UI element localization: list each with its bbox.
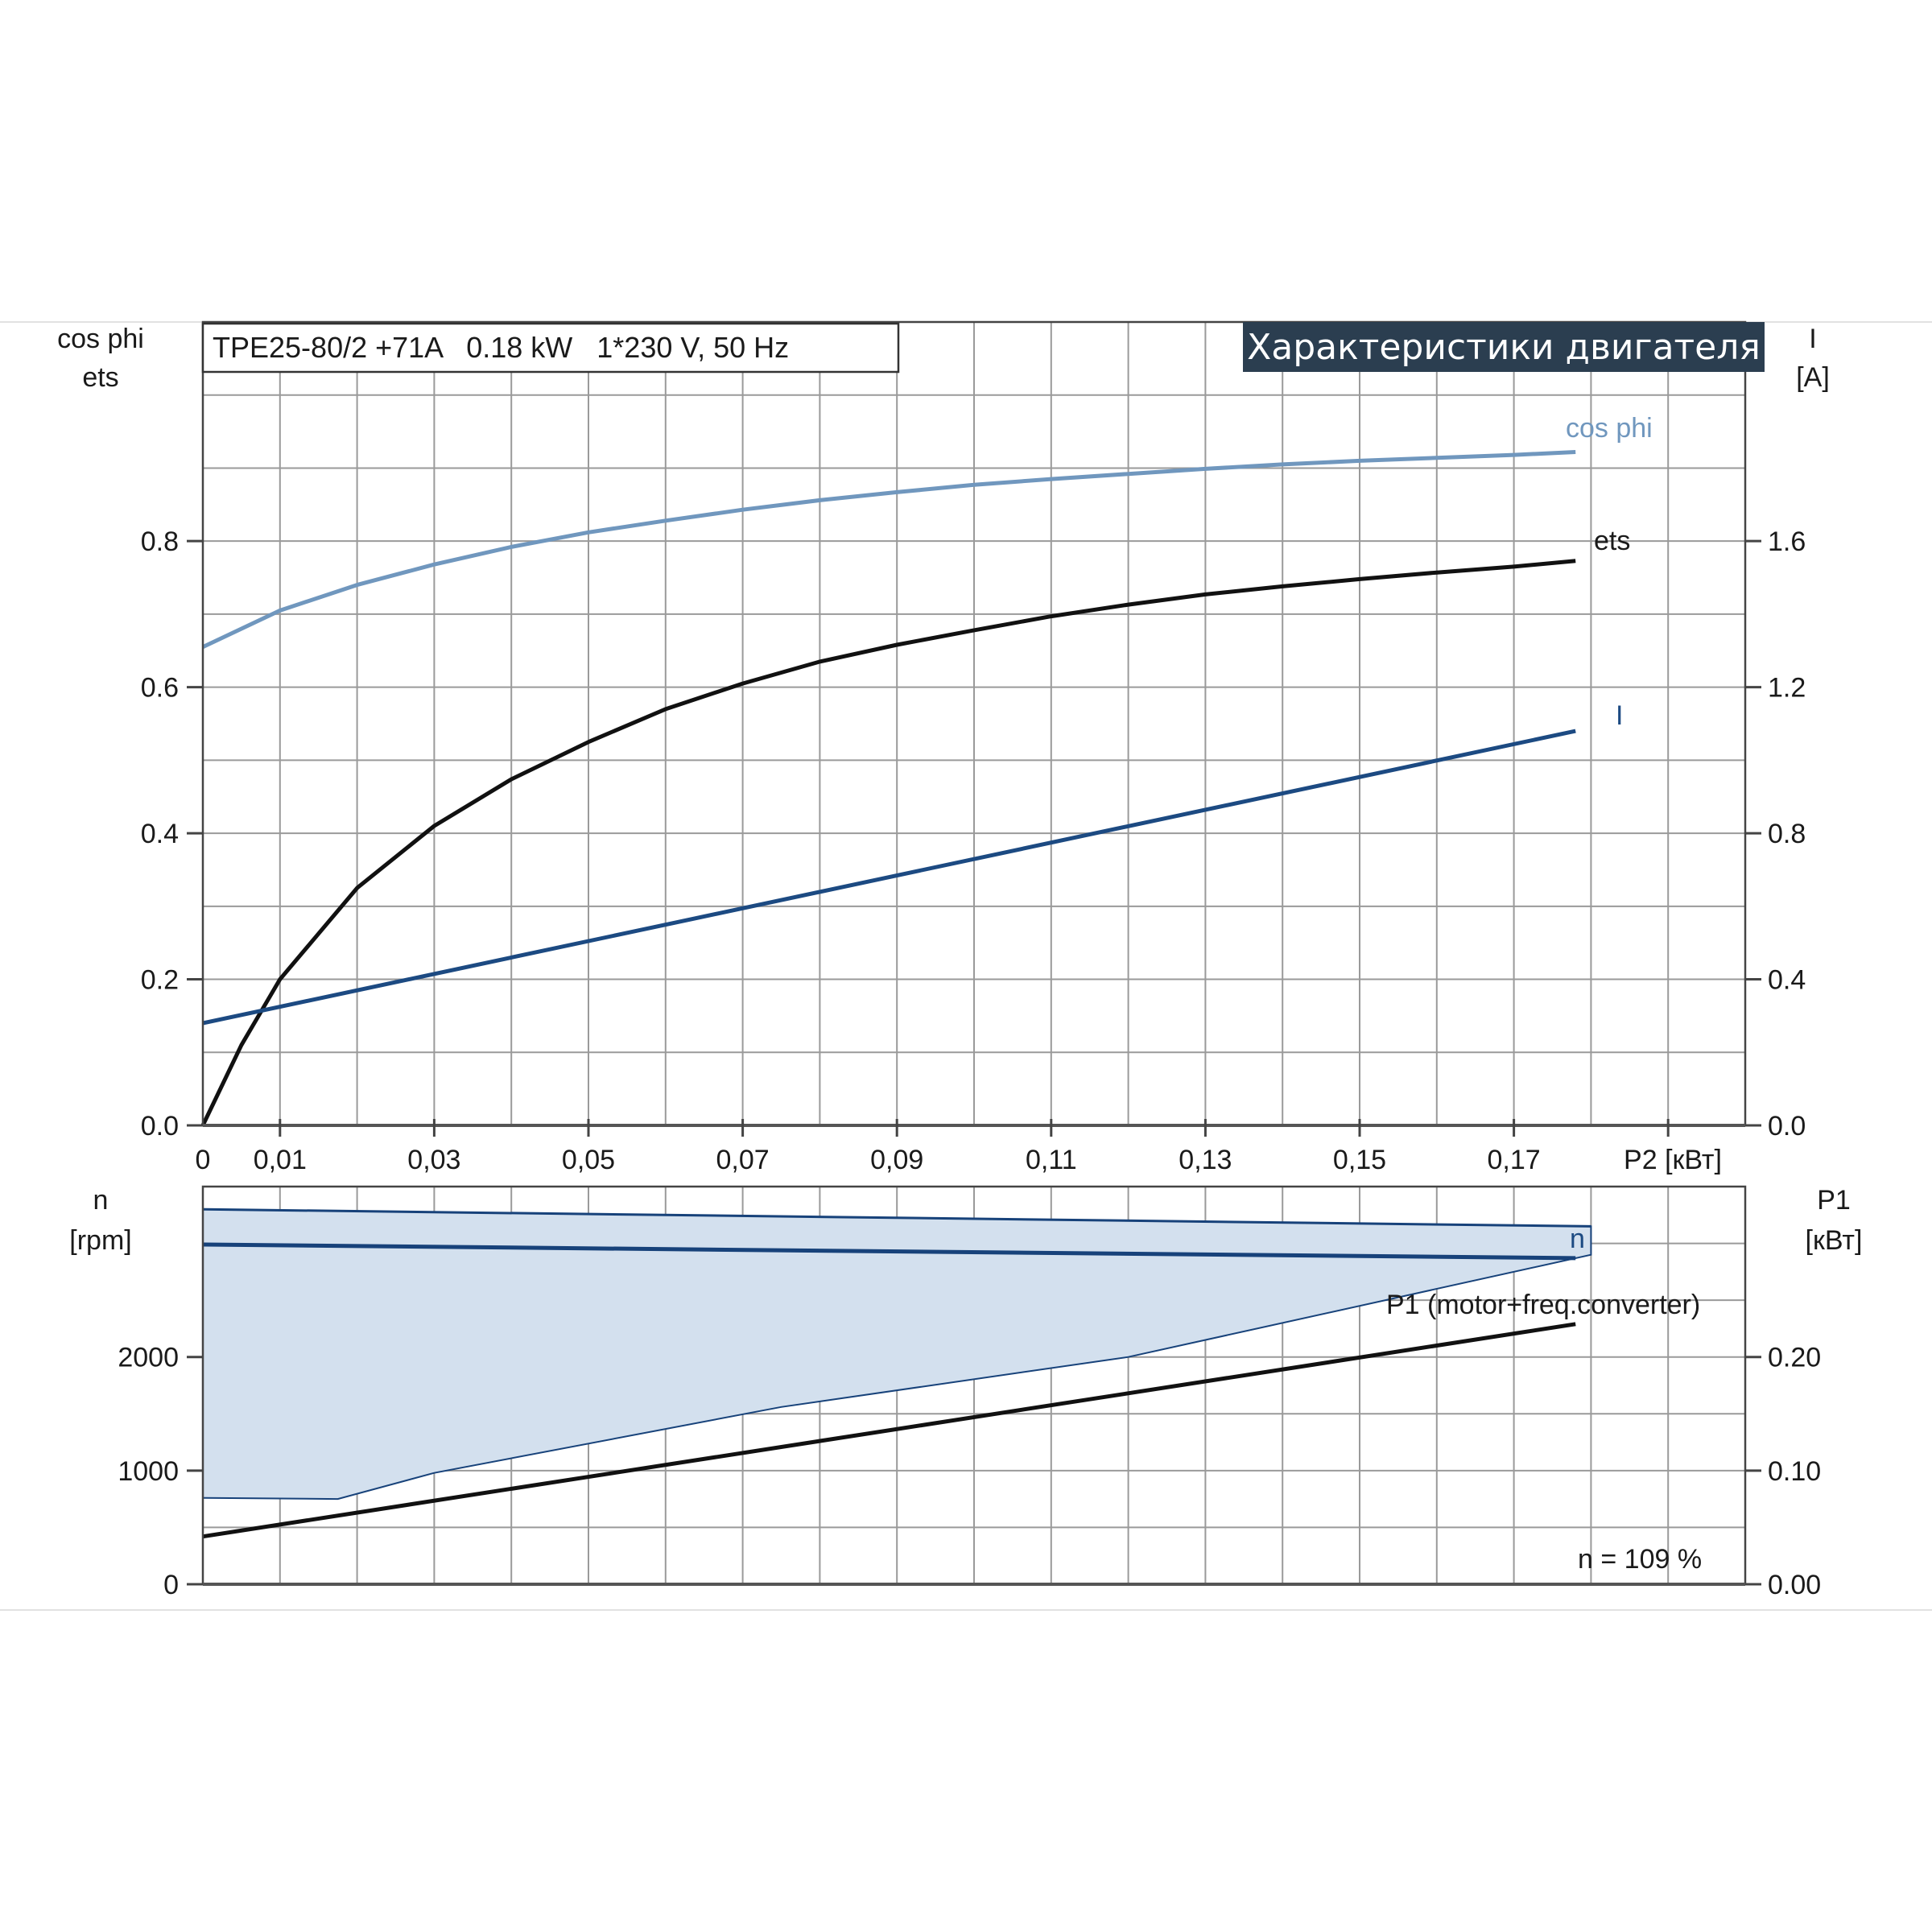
upper-y-left-title-2: ets xyxy=(82,362,118,393)
upper-y-right-tick-label: 0.8 xyxy=(1768,819,1806,849)
upper-y-left-tick-label: 0.8 xyxy=(141,526,179,557)
x-tick-label: 0,09 xyxy=(870,1145,923,1175)
upper-y-left-tick-label: 0.6 xyxy=(141,673,179,704)
current-curve xyxy=(202,729,1576,1026)
upper-y-right-title-2: [A] xyxy=(1796,362,1830,393)
x-tick-label: 0 xyxy=(196,1145,211,1175)
lower-y-left-title-2: [rpm] xyxy=(69,1225,131,1256)
upper-y-right-tick-label: 1.2 xyxy=(1768,673,1806,704)
upper-y-right-tick-label: 0.0 xyxy=(1768,1111,1806,1141)
model-box xyxy=(201,322,900,374)
title-badge xyxy=(1243,322,1765,372)
x-tick-label: 0,01 xyxy=(254,1145,307,1175)
x-tick-label: 0,11 xyxy=(1026,1145,1077,1175)
lower-y-right-tick-label: 0.10 xyxy=(1768,1456,1821,1487)
speed-band-upper-edge xyxy=(202,1208,1591,1228)
cos-phi-series-label: cos phi xyxy=(1566,413,1653,444)
upper-y-left-tick-label: 0.4 xyxy=(141,819,179,849)
speed-range-band xyxy=(202,1208,1592,1501)
x-tick-label: 0,05 xyxy=(562,1145,615,1175)
x-tick-label: 0,07 xyxy=(716,1145,770,1175)
lower-y-left-tick-label: 1000 xyxy=(118,1456,179,1487)
speed-series-label: n xyxy=(1570,1224,1585,1254)
lower-y-left-title-1: n xyxy=(93,1185,109,1216)
current-series-label: I xyxy=(1616,700,1623,731)
x-axis-title: P2 [кВт] xyxy=(1624,1145,1722,1175)
lower-y-right-title-2: [кВт] xyxy=(1806,1225,1863,1256)
upper-y-right-tick-label: 1.6 xyxy=(1768,526,1806,557)
lower-y-right-tick-label: 0.00 xyxy=(1768,1570,1821,1600)
lower-y-left-tick-label: 0 xyxy=(163,1570,179,1600)
upper-chart-ticks: 0 0,01 0,03 0,05 0,07 0,09 0,11 0,13 0,15 0,17 0.0… xyxy=(141,526,1806,1175)
lower-chart-ticks: 0 1000 2000 0.00 0.10 0.20 xyxy=(118,1343,1821,1600)
lower-y-right-title-1: P1 xyxy=(1817,1185,1851,1216)
upper-y-left-tick-label: 0.0 xyxy=(141,1111,179,1141)
speed-percent-annotation: n = 109 % xyxy=(1578,1544,1702,1575)
x-tick-label: 0,13 xyxy=(1179,1145,1232,1175)
upper-chart-series xyxy=(200,450,1576,1127)
ets-curve xyxy=(200,559,1576,1127)
ets-series-label: ets xyxy=(1594,526,1630,556)
p1-series-label: P1 (motor+freq.converter) xyxy=(1386,1290,1700,1320)
x-tick-label: 0,03 xyxy=(407,1145,460,1175)
lower-y-left-tick-label: 2000 xyxy=(118,1343,179,1373)
model-box-text: TPE25-80/2 +71A 0.18 kW 1*230 V, 50 Hz xyxy=(213,331,789,364)
x-tick-label: 0,15 xyxy=(1333,1145,1386,1175)
chart-title: Характеристики двигателя xyxy=(1247,327,1761,368)
upper-y-right-tick-label: 0.4 xyxy=(1768,965,1806,996)
p1-curve xyxy=(202,1322,1576,1539)
cos-phi-curve xyxy=(201,450,1576,649)
upper-y-left-tick-label: 0.2 xyxy=(141,965,179,996)
upper-y-right-title-1: I xyxy=(1809,324,1816,354)
lower-chart-series xyxy=(202,1208,1592,1539)
lower-y-right-tick-label: 0.20 xyxy=(1768,1343,1821,1373)
x-tick-label: 0,17 xyxy=(1488,1145,1541,1175)
upper-y-left-title-1: cos phi xyxy=(57,324,144,354)
speed-curve xyxy=(202,1242,1576,1261)
upper-chart-grid xyxy=(203,321,1745,1125)
